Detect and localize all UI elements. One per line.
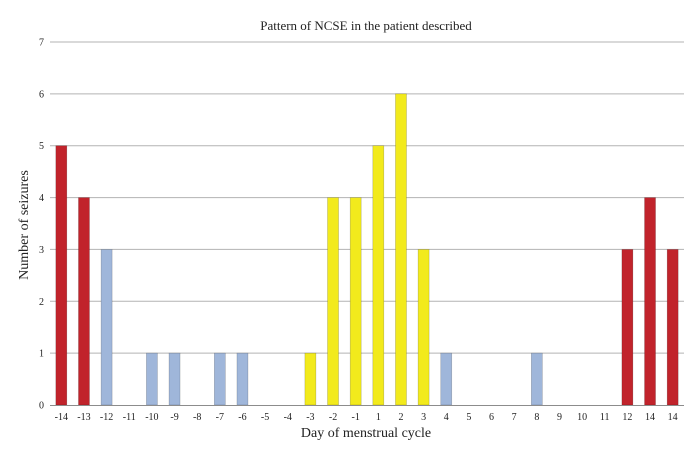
x-tick-label: -8 xyxy=(193,412,201,423)
x-tick-label: -5 xyxy=(261,412,269,423)
x-tick-label: 12 xyxy=(622,412,632,423)
x-tick-label: -4 xyxy=(284,412,292,423)
bar-day-2 xyxy=(395,93,407,406)
x-tick-label: -10 xyxy=(145,412,158,423)
x-tick-label: -2 xyxy=(329,412,337,423)
x-tick-label: -3 xyxy=(306,412,314,423)
x-tick-label: -11 xyxy=(123,412,136,423)
x-tick-labels: -14 -13 -12 -11 -10 -9 -8 -7 -6 -5 -4 -3 -2 -1 1 2 3 4 5 6 7… xyxy=(55,412,678,423)
x-tick-label: 14 xyxy=(645,412,655,423)
x-tick-label: 11 xyxy=(600,412,610,423)
x-tick-label: 5 xyxy=(466,412,471,423)
x-tick-label: -1 xyxy=(352,412,360,423)
bar-day--1 xyxy=(349,197,362,406)
bar-day--9 xyxy=(168,352,181,406)
y-tick-label: 2 xyxy=(39,297,44,308)
bar-day--2 xyxy=(327,197,339,406)
x-tick-label: -7 xyxy=(216,412,224,423)
x-tick-label: 2 xyxy=(398,412,403,423)
bar-day-14 xyxy=(666,249,679,406)
x-tick-label: 8 xyxy=(534,412,539,423)
y-tick-label: 7 xyxy=(39,38,44,49)
x-tick-label: 6 xyxy=(489,412,494,423)
x-tick-label: -12 xyxy=(100,412,113,423)
y-tick-label: 6 xyxy=(39,89,44,100)
bar-day-3 xyxy=(417,249,430,406)
bar-day-8 xyxy=(531,352,543,406)
x-axis-label: Day of menstrual cycle xyxy=(301,426,431,441)
x-tick-label: -9 xyxy=(170,412,178,423)
bar-day-1 xyxy=(372,145,385,406)
y-tick-label: 3 xyxy=(39,245,44,256)
x-tick-label: -14 xyxy=(55,412,68,423)
gridlines xyxy=(50,41,684,354)
bar-day--10 xyxy=(146,352,158,406)
bar-day-4 xyxy=(440,352,453,406)
bar-day--6 xyxy=(236,352,249,406)
bar-day--13 xyxy=(78,197,90,406)
x-tick-label: 4 xyxy=(444,412,449,423)
x-tick-label: -6 xyxy=(238,412,246,423)
y-tick-label: 5 xyxy=(39,141,44,152)
x-tick-label: 3 xyxy=(421,412,426,423)
x-tick-label: 14 xyxy=(668,412,678,423)
y-tick-label: 1 xyxy=(39,349,44,360)
y-axis-label: Number of seizures xyxy=(17,170,32,280)
chart-title: Pattern of NCSE in the patient described xyxy=(260,18,472,33)
x-tick-label: -13 xyxy=(77,412,90,423)
y-tick-label: 0 xyxy=(39,401,44,412)
bar-day--7 xyxy=(214,352,226,406)
y-tick-label: 4 xyxy=(39,193,44,204)
bar-day-14 xyxy=(644,197,656,406)
bars xyxy=(55,93,679,406)
bar-day--3 xyxy=(304,352,317,406)
bar-day--14 xyxy=(55,145,68,406)
bar-day--12 xyxy=(100,249,113,406)
y-tick-labels: 0 1 2 3 4 5 6 7 xyxy=(39,38,44,412)
bar-day-12 xyxy=(621,249,634,406)
x-tick-label: 10 xyxy=(577,412,587,423)
x-tick-label: 1 xyxy=(376,412,381,423)
x-tick-label: 9 xyxy=(557,412,562,423)
x-tick-label: 7 xyxy=(512,412,517,423)
